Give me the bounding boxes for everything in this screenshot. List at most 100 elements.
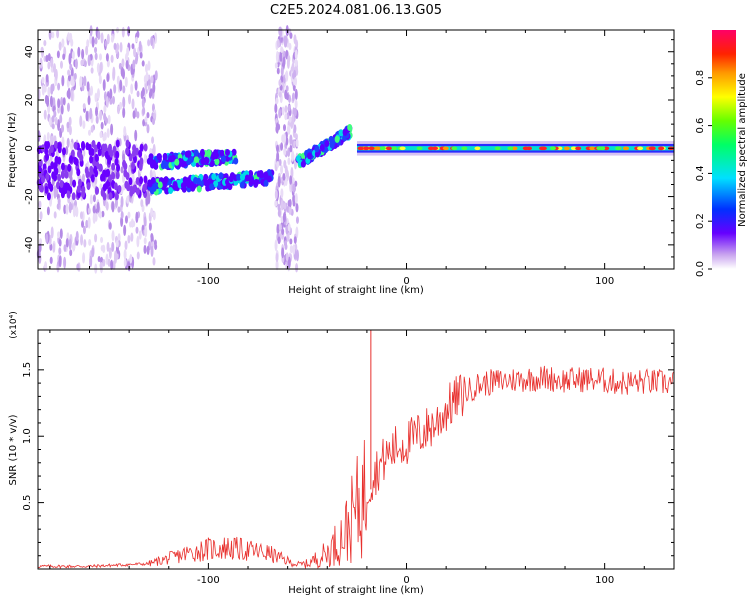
spec-noise-dot (110, 259, 114, 271)
spec-noise-dot (82, 225, 86, 235)
spec-band-blob (239, 181, 245, 189)
spec-noise-column-dot (274, 239, 278, 252)
spec-band-blob (186, 150, 192, 158)
spec-noise-dot (112, 69, 116, 81)
spec-noise-column-dot (283, 124, 287, 132)
spec-noise-dot (45, 54, 49, 63)
spec-noise-dot (59, 114, 63, 124)
spec-noise-dot (47, 53, 51, 62)
spec-line-peak (428, 146, 435, 151)
spec-noise-dot (117, 206, 121, 213)
spec-xtick-label: -100 (197, 276, 220, 287)
spec-noise-dot (74, 58, 78, 70)
spec-noise-column-dot (284, 113, 288, 121)
spec-noise-dot (134, 36, 138, 43)
spec-noise-dot (72, 242, 76, 252)
spec-line-peak (526, 146, 533, 151)
spec-noise-dot (132, 59, 136, 70)
spec-violet-blob (117, 184, 122, 193)
spec-noise-dot (73, 72, 77, 80)
spec-noise-dot (67, 87, 71, 100)
spec-noise-dot (52, 242, 56, 253)
spec-noise-dot (111, 201, 115, 213)
spec-noise-column-dot (284, 105, 288, 113)
spec-noise-column-dot (291, 92, 295, 102)
spec-violet-blob (125, 139, 130, 148)
spec-noise-dot (50, 226, 54, 239)
spec-noise-dot (135, 226, 139, 234)
spec-noise-dot (152, 257, 156, 266)
spec-noise-dot (121, 26, 125, 38)
spec-band-blob (146, 157, 152, 165)
spec-noise-dot (129, 221, 133, 228)
spec-noise-dot (62, 53, 66, 60)
spec-noise-dot (99, 131, 103, 139)
spec-noise-dot (131, 98, 135, 110)
spec-violet-blob (115, 150, 120, 159)
spec-noise-column-dot (293, 236, 297, 244)
snr-xlabel: Height of straight line (km) (288, 585, 424, 596)
spec-violet-blob (142, 183, 147, 192)
spec-band-blob (199, 149, 205, 157)
spec-line-peak (575, 146, 582, 151)
spec-noise-dot (146, 112, 150, 119)
spec-violet-blob (60, 170, 65, 179)
spec-line-peak (363, 146, 370, 151)
spec-noise-dot (111, 230, 115, 242)
spec-noise-dot (139, 51, 143, 59)
spec-noise-dot (39, 211, 43, 221)
spec-noise-dot (102, 258, 106, 267)
spec-noise-dot (123, 249, 127, 261)
spec-noise-dot (38, 200, 42, 209)
spec-band-blob (228, 175, 234, 183)
spec-noise-dot (100, 245, 104, 252)
spec-noise-dot (96, 88, 100, 100)
spec-noise-dot (46, 95, 50, 108)
spec-noise-column-dot (286, 233, 290, 242)
spec-noise-dot (116, 75, 120, 86)
spec-line-peak (451, 146, 458, 151)
spec-violet-blob (139, 143, 144, 152)
spec-noise-dot (89, 25, 93, 37)
spec-noise-dot (119, 79, 123, 92)
spec-noise-dot (57, 98, 61, 109)
spec-noise-dot (106, 73, 110, 83)
spec-noise-dot (49, 243, 53, 251)
spec-noise-dot (123, 224, 127, 236)
spec-noise-dot (142, 119, 146, 127)
spec-noise-dot (120, 166, 124, 174)
spec-noise-column-dot (294, 88, 298, 101)
spec-noise-dot (94, 52, 98, 61)
spec-rising-blob (319, 144, 325, 152)
spec-noise-dot (87, 216, 91, 229)
spec-noise-column-dot (278, 158, 282, 166)
spec-noise-dot (130, 83, 134, 95)
spec-band-blob (203, 179, 209, 187)
spec-violet-blob (44, 185, 49, 194)
spec-violet-blob (57, 145, 62, 154)
spec-violet-blob (54, 167, 59, 176)
spec-band-blob (193, 156, 199, 164)
spec-violet-blob (47, 165, 52, 174)
spec-noise-column-dot (295, 249, 299, 262)
spec-violet-blob (69, 155, 74, 164)
spec-band-blob (219, 149, 225, 157)
spec-noise-column-dot (288, 42, 292, 51)
spec-noise-dot (105, 201, 109, 211)
spec-line-peak (416, 146, 423, 151)
spec-violet-blob (57, 173, 62, 182)
spec-violet-blob (143, 143, 148, 152)
spec-rising-blob (329, 141, 335, 149)
spec-violet-blob (102, 183, 107, 192)
spec-noise-dot (81, 84, 85, 92)
spec-noise-dot (81, 48, 85, 60)
spec-band-blob (156, 153, 162, 161)
spec-noise-column-dot (284, 71, 288, 79)
spec-noise-column-dot (281, 247, 285, 259)
spec-noise-dot (127, 26, 131, 37)
spec-violet-blob (85, 142, 90, 151)
spec-noise-dot (62, 97, 66, 106)
spec-noise-column-dot (289, 175, 293, 185)
colorbar-label: Normalized spectral amplitude (737, 73, 748, 227)
spec-noise-column-dot (277, 203, 281, 212)
